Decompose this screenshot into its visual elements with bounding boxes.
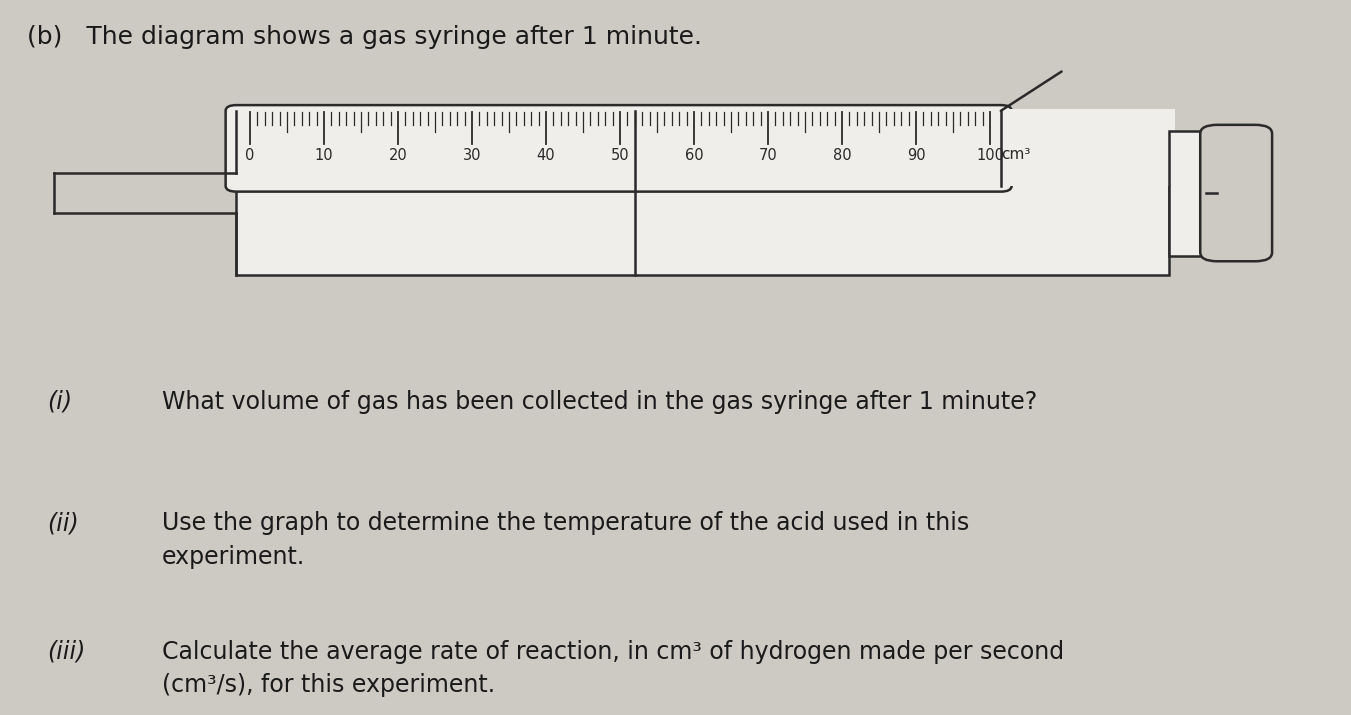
Text: 40: 40: [536, 148, 555, 163]
Text: (ii): (ii): [47, 511, 80, 536]
Text: (b)   The diagram shows a gas syringe after 1 minute.: (b) The diagram shows a gas syringe afte…: [27, 25, 703, 49]
FancyBboxPatch shape: [226, 105, 1012, 192]
Text: Use the graph to determine the temperature of the acid used in this
experiment.: Use the graph to determine the temperatu…: [162, 511, 970, 568]
Text: 90: 90: [907, 148, 925, 163]
Text: 10: 10: [315, 148, 334, 163]
Text: 60: 60: [685, 148, 704, 163]
FancyBboxPatch shape: [236, 111, 1169, 275]
Text: 70: 70: [759, 148, 777, 163]
Text: 0: 0: [246, 148, 254, 163]
Text: 30: 30: [462, 148, 481, 163]
FancyBboxPatch shape: [1200, 125, 1273, 261]
FancyBboxPatch shape: [994, 109, 1175, 186]
Text: 20: 20: [389, 148, 407, 163]
Text: Calculate the average rate of reaction, in cm³ of hydrogen made per second
(cm³/: Calculate the average rate of reaction, …: [162, 640, 1065, 697]
Text: cm³: cm³: [1001, 147, 1031, 162]
FancyBboxPatch shape: [1169, 131, 1206, 255]
Text: 100: 100: [975, 148, 1004, 163]
Text: What volume of gas has been collected in the gas syringe after 1 minute?: What volume of gas has been collected in…: [162, 390, 1038, 414]
Text: (i): (i): [47, 390, 73, 414]
Text: (iii): (iii): [47, 640, 85, 664]
Text: 50: 50: [611, 148, 630, 163]
Text: 80: 80: [832, 148, 851, 163]
